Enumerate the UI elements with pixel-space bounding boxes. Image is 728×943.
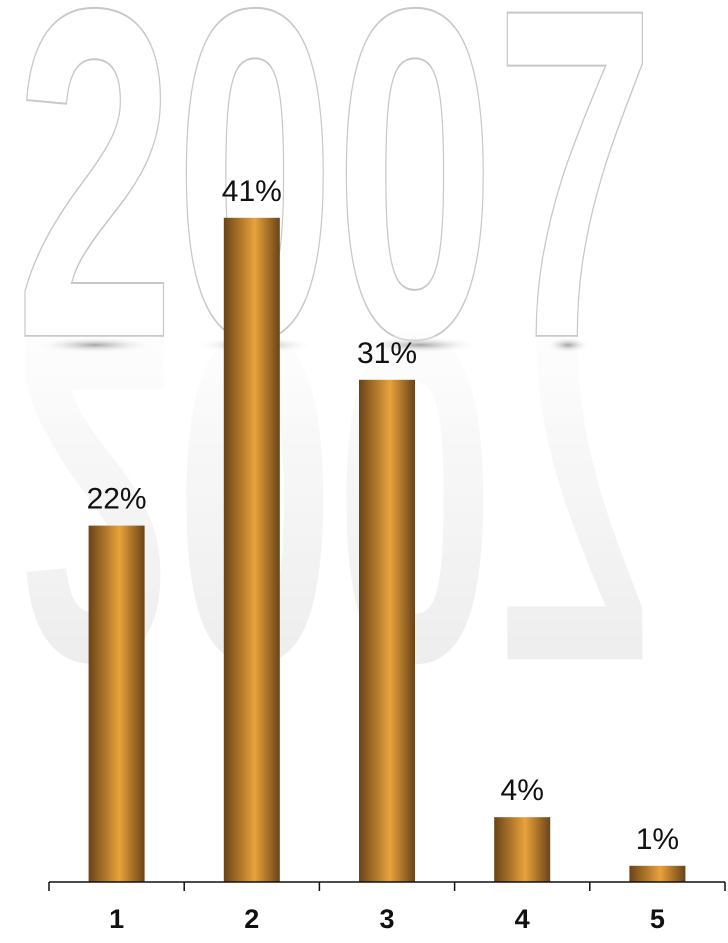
x-tick-labels-group: 1 2 3 4 5 xyxy=(109,904,665,934)
watermark: 2007 2007 xyxy=(14,0,656,761)
bars-group xyxy=(88,217,686,883)
bar-5 xyxy=(629,865,686,882)
watermark-shadow xyxy=(546,337,590,353)
x-tick-label-4: 4 xyxy=(515,904,530,934)
bar-4 xyxy=(494,817,551,882)
data-label-2: 41% xyxy=(222,175,282,208)
watermark-shadow xyxy=(360,337,480,353)
x-tick-label-2: 2 xyxy=(244,904,259,934)
x-axis xyxy=(48,881,726,891)
watermark-shadow xyxy=(35,337,155,353)
bar-1 xyxy=(88,525,145,882)
x-tick-label-3: 3 xyxy=(379,904,394,934)
data-label-4: 4% xyxy=(501,774,544,807)
bar-2 xyxy=(223,217,280,883)
watermark-text: 2007 xyxy=(15,0,655,436)
data-label-3: 31% xyxy=(357,337,417,370)
x-tick-label-5: 5 xyxy=(650,904,665,934)
data-label-1: 22% xyxy=(87,483,147,516)
data-label-5: 1% xyxy=(636,823,679,856)
data-labels-group: 22% 41% 31% 4% 1% xyxy=(87,175,680,856)
bar-3 xyxy=(359,379,415,882)
x-tick-label-1: 1 xyxy=(109,904,124,934)
